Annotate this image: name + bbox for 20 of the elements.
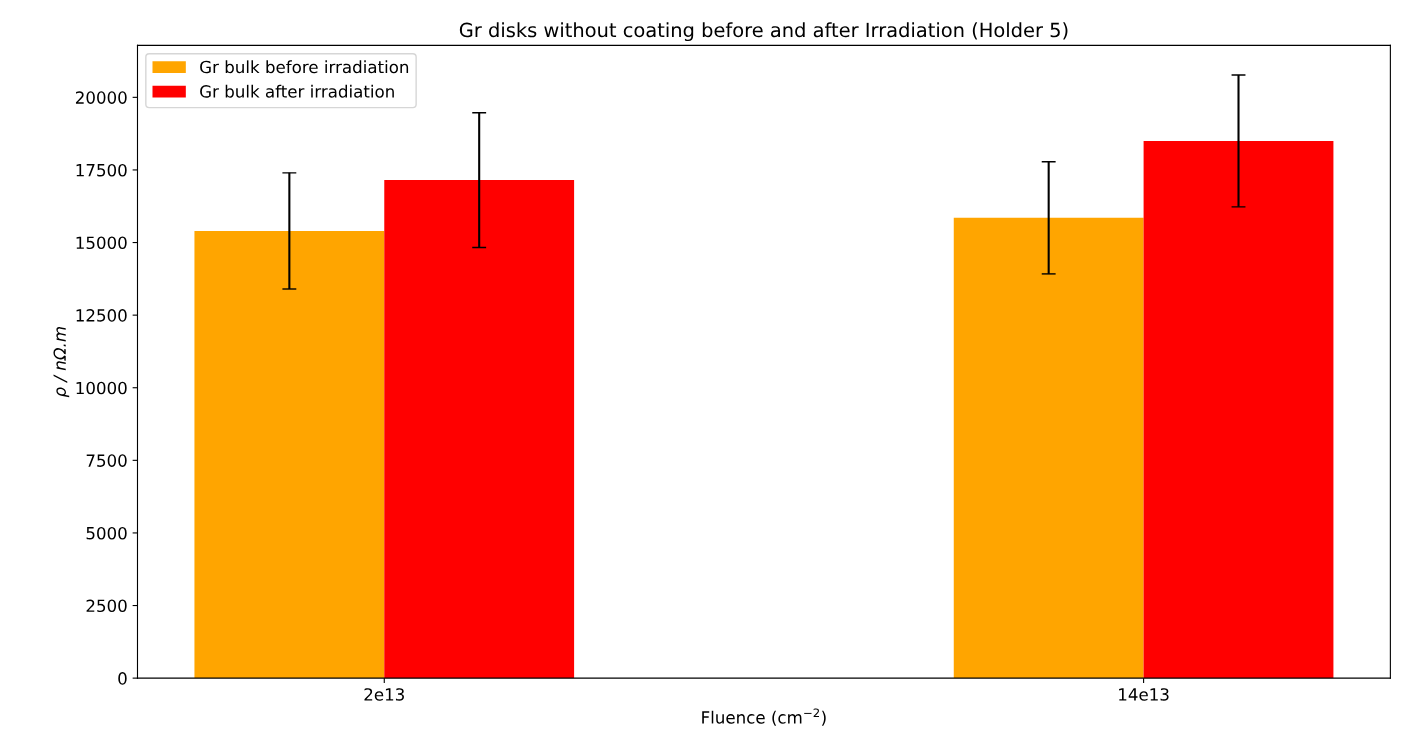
y-tick-label: 5000 bbox=[86, 526, 127, 540]
x-tick-label: 14e13 bbox=[1119, 688, 1169, 701]
y-tick-label: 12500 bbox=[76, 309, 127, 322]
y-tick-label: 17500 bbox=[76, 163, 127, 177]
bar bbox=[953, 217, 1144, 679]
y-tick-label: 20000 bbox=[75, 91, 127, 104]
x-axis-title: Fluence (cm$^{−2}$) bbox=[702, 708, 826, 726]
chart-title: Gr disks without coating before and after Irradiation (Holder 5) bbox=[459, 22, 1068, 42]
legend-label: Gr bulk after irradiation bbox=[200, 84, 394, 98]
y-tick-label: 10000 bbox=[76, 381, 127, 395]
y-tick-label: 2500 bbox=[86, 599, 127, 613]
bar bbox=[384, 180, 575, 679]
bar bbox=[194, 230, 385, 679]
y-tick-label: 15000 bbox=[76, 236, 127, 250]
y-axis-title: ρ / nΩ.m bbox=[53, 327, 70, 398]
y-tick-label: 7500 bbox=[86, 454, 127, 467]
bar bbox=[1143, 140, 1334, 679]
legend-label: Gr bulk before irradiation bbox=[200, 60, 409, 74]
x-tick-label: 2e13 bbox=[364, 688, 404, 701]
y-tick-label: 0 bbox=[118, 672, 127, 685]
